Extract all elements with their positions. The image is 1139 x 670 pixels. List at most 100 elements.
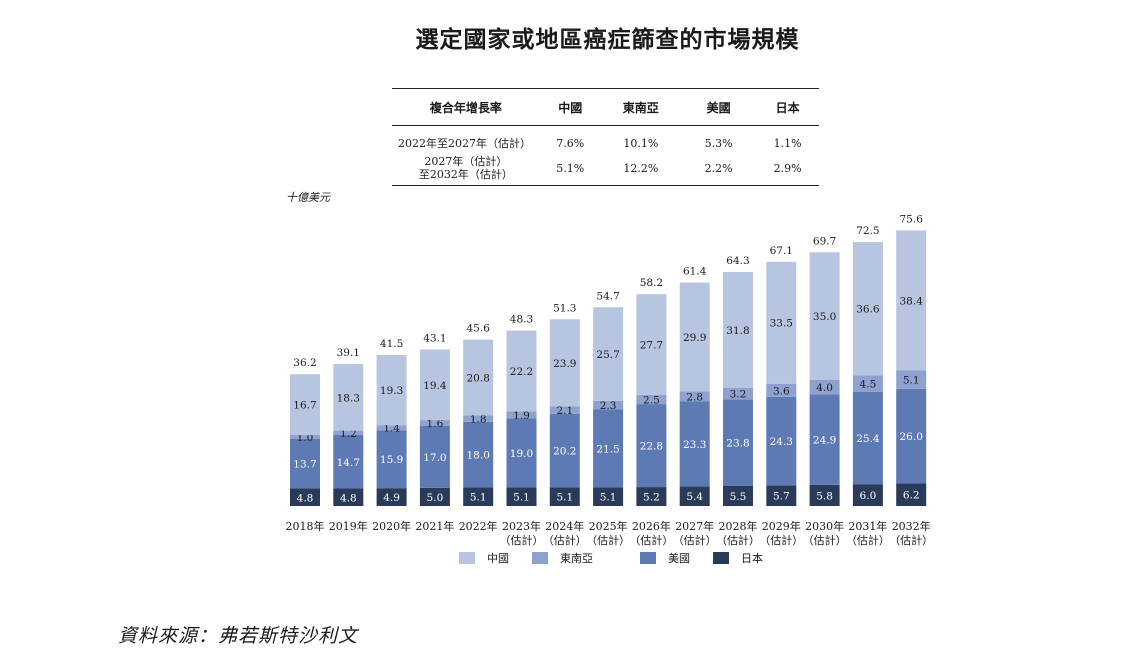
data-label: 5.7: [773, 491, 790, 503]
bar-segment: [419, 420, 450, 426]
data-label: 2.3: [600, 400, 617, 412]
x-tick-label: （估計）: [586, 533, 630, 547]
legend-swatch-us: [640, 552, 656, 564]
x-tick-label: 2021年: [415, 519, 454, 533]
bar-segment: [809, 484, 840, 506]
legend-label-china: 中國: [487, 552, 509, 565]
bar-segment: [896, 370, 927, 389]
bar-segment: [852, 375, 883, 392]
bar-segment: [766, 396, 797, 486]
data-label: 17.0: [423, 452, 446, 464]
bar-segment: [463, 487, 494, 506]
x-tick-label: 2032年: [892, 519, 931, 533]
data-label: 6.0: [860, 490, 877, 502]
data-label: 5.8: [816, 490, 833, 502]
data-label: 5.1: [470, 492, 487, 504]
x-tick-label: 2031年: [848, 519, 887, 533]
data-label: 2.5: [643, 395, 660, 407]
cagr-value: 10.1%: [623, 136, 659, 150]
bar-segment: [636, 404, 667, 488]
data-label: 5.0: [427, 492, 444, 504]
bar-segment: [333, 488, 364, 506]
x-tick-label: （估計）: [759, 533, 803, 547]
bar-segment: [463, 421, 494, 488]
data-label: 19.3: [380, 385, 403, 397]
x-tick-label: （估計）: [889, 533, 933, 547]
cagr-row: 2027年（估計） 至2032年（估計） 5.1% 12.2% 2.2% 2.9…: [392, 151, 819, 186]
data-label: 5.5: [730, 491, 747, 503]
data-label: 1.2: [340, 428, 357, 440]
bar-segment: [549, 406, 580, 414]
bar-segment: [506, 411, 537, 419]
data-label: 38.4: [900, 295, 924, 307]
total-label: 39.1: [337, 347, 360, 359]
cagr-table: 複合年增長率 中國 東南亞 美國 日本 2022年至2027年（估計） 7.6%…: [392, 88, 819, 186]
data-label: 15.9: [380, 454, 403, 466]
cagr-header-sea: 東南亞: [600, 88, 681, 126]
data-label: 33.5: [770, 318, 793, 330]
data-label: 3.6: [773, 385, 790, 397]
bar-segment: [506, 487, 537, 506]
bar-segment: [463, 415, 494, 422]
bar-segment: [593, 400, 624, 410]
x-tick-label: （估計）: [629, 533, 673, 547]
total-label: 43.1: [423, 332, 446, 344]
bar-segment: [896, 230, 927, 371]
bar-segment: [679, 391, 710, 402]
data-label: 19.4: [423, 380, 447, 392]
bar-segment: [419, 487, 450, 506]
cagr-row-label: 2022年至2027年（估計）: [398, 136, 531, 150]
total-label: 51.3: [553, 302, 576, 314]
x-tick-label: 2027年: [675, 519, 714, 533]
bar-segment: [852, 484, 883, 506]
bar-segment: [852, 242, 883, 376]
total-label: 48.3: [510, 314, 533, 326]
total-label: 61.4: [683, 266, 707, 278]
data-label: 3.2: [730, 389, 747, 401]
bar-segment: [679, 486, 710, 506]
total-label: 54.7: [596, 290, 619, 302]
x-tick-label: 2019年: [329, 519, 368, 533]
x-tick-label: （估計）: [716, 533, 760, 547]
bar-segment: [549, 319, 580, 407]
bar-segment: [809, 379, 840, 395]
x-tick-label: （估計）: [543, 533, 587, 547]
data-label: 20.2: [553, 446, 576, 458]
cagr-header-label: 複合年增長率: [392, 88, 540, 126]
x-tick-label: 2023年: [502, 519, 541, 533]
x-tick-label: （估計）: [500, 533, 544, 547]
legend-item-japan: 日本: [713, 550, 763, 566]
cagr-header-japan: 日本: [756, 88, 819, 126]
bar-segment: [636, 487, 667, 506]
total-label: 64.3: [726, 255, 749, 267]
data-label: 22.8: [640, 441, 663, 453]
bar-segment: [290, 438, 320, 489]
data-label: 22.2: [510, 366, 533, 378]
bar-segment: [679, 401, 710, 487]
bar-segment: [376, 425, 407, 431]
data-label: 14.7: [337, 457, 360, 469]
bar-segment: [549, 487, 580, 506]
data-label: 18.0: [467, 450, 490, 462]
legend-label-japan: 日本: [741, 552, 763, 565]
bar-segment: [506, 330, 537, 412]
cagr-row-label-line2: 至2032年（估計）: [418, 168, 513, 181]
legend-swatch-sea: [532, 552, 548, 564]
data-label: 6.2: [903, 490, 920, 502]
bar-segment: [723, 271, 753, 388]
data-label: 23.3: [683, 439, 706, 451]
cagr-header-row: 複合年增長率 中國 東南亞 美國 日本: [392, 88, 819, 126]
bar-segment: [290, 435, 320, 439]
bar-segment: [593, 487, 624, 506]
data-label: 2.1: [556, 405, 573, 417]
bar-segment: [896, 388, 927, 484]
data-label: 27.7: [640, 340, 663, 352]
x-tick-label: （估計）: [673, 533, 717, 547]
x-tick-label: 2020年: [372, 519, 411, 533]
data-label: 4.0: [816, 382, 833, 394]
cagr-row-label: 2027年（估計） 至2032年（估計）: [392, 151, 540, 186]
cagr-value: 7.6%: [556, 136, 585, 150]
legend-item-china: 中國: [459, 550, 509, 566]
bar-segment: [376, 488, 407, 506]
